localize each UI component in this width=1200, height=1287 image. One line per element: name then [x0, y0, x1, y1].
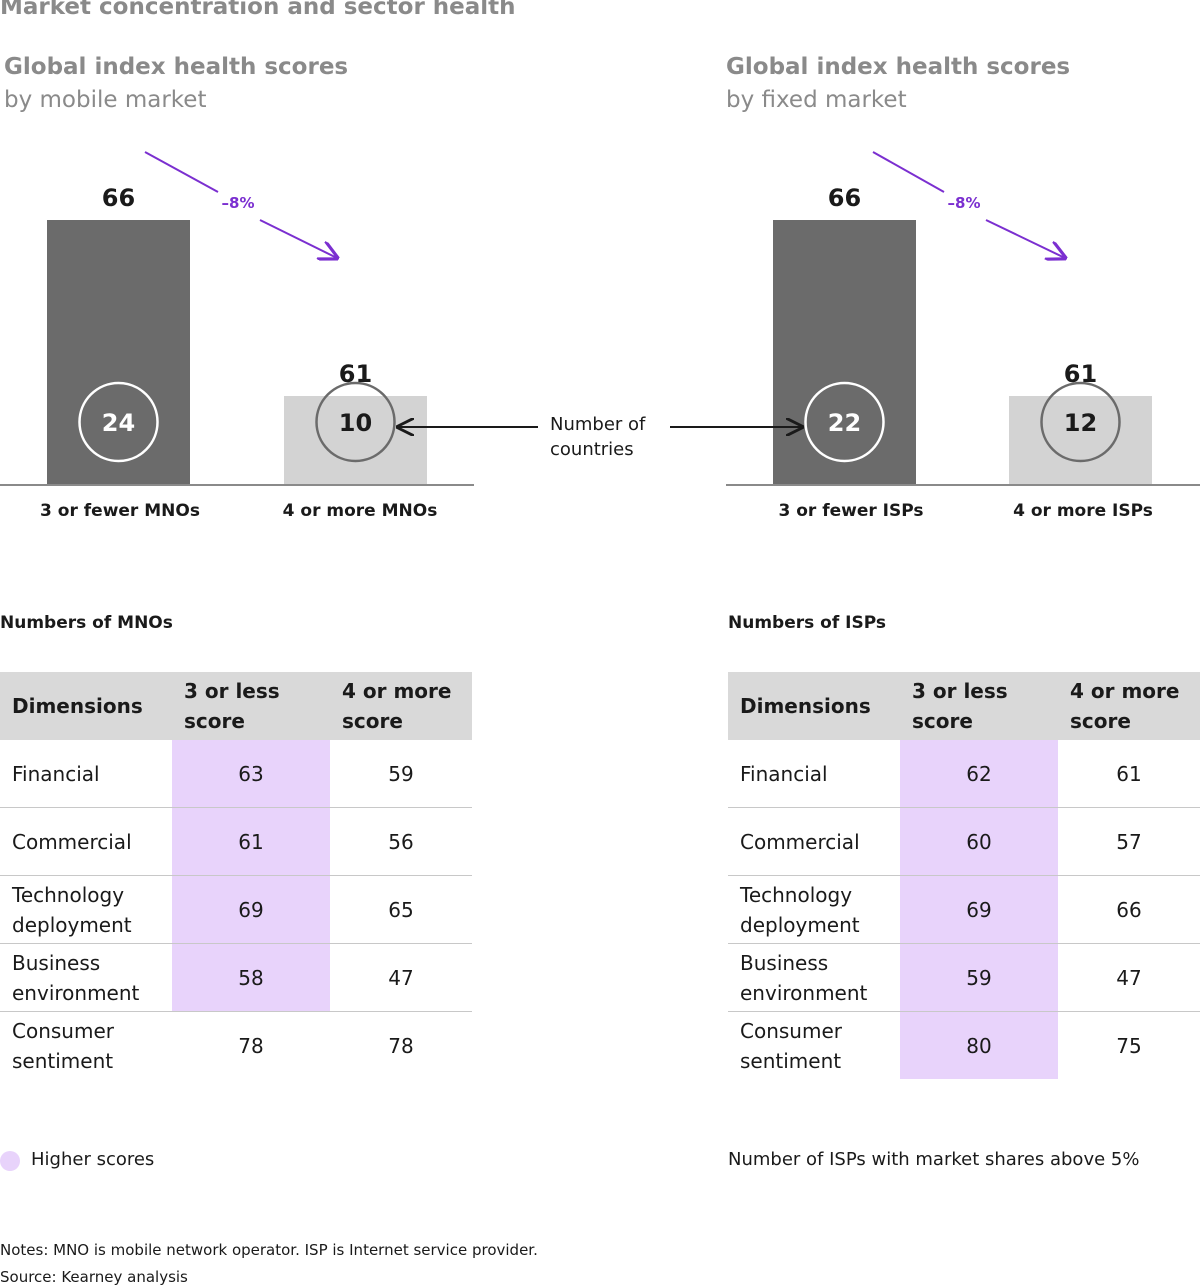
score-4-or-more: 47 [1058, 943, 1200, 1012]
column-header-dimensions: Dimensions [0, 672, 172, 740]
score-4-or-more: 65 [330, 875, 472, 944]
countries-count-label: 22 [828, 409, 861, 437]
column-header-dimensions: Dimensions [728, 672, 900, 740]
table-row: Business environment 58 47 [0, 943, 472, 1012]
dimension-cell: Business environment [728, 943, 900, 1012]
dimension-cell: Consumer sentiment [12, 1018, 114, 1073]
table-row: Business environment 59 47 [728, 943, 1200, 1012]
table-row: Consumer sentiment 80 75 [728, 1011, 1200, 1079]
table-row: Commercial 60 57 [728, 807, 1200, 876]
bar [1009, 396, 1152, 484]
notes: Notes: MNO is mobile network operator. I… [0, 1241, 538, 1259]
score-4-or-more: 56 [330, 807, 472, 876]
score-4-or-more: 66 [1058, 875, 1200, 944]
bar-value-label: 66 [102, 184, 135, 212]
column-header-3-or-less: 3 or less score [172, 672, 330, 740]
mno-table: Dimensions 3 or less score 4 or more sco… [0, 672, 472, 1079]
category-label-fixed-1: 3 or fewer ISPs [778, 501, 924, 521]
legend-swatch [0, 1151, 20, 1171]
isp-section-title: Numbers of ISPs [728, 613, 887, 633]
change-arrow-start [144, 151, 219, 193]
countries-count-label: 10 [339, 409, 372, 437]
countries-circle [78, 381, 159, 463]
dimension-cell: Consumer sentiment [740, 1018, 842, 1073]
dimension-cell: Technology deployment [0, 875, 172, 944]
category-label-fixed-2: 4 or more ISPs [1013, 501, 1153, 521]
score-3-or-less: 63 [172, 740, 330, 808]
table-row: Financial 62 61 [728, 740, 1200, 808]
dimension-cell: Commercial [728, 807, 900, 876]
score-3-or-less: 58 [172, 943, 330, 1012]
change-label: –8% [948, 194, 981, 212]
column-header-4-or-more: 4 or more score [1058, 672, 1200, 740]
score-3-or-less: 69 [172, 875, 330, 944]
score-4-or-more: 59 [330, 740, 472, 808]
dimension-cell: Commercial [0, 807, 172, 876]
change-arrow-end [985, 219, 1065, 258]
fixed-chart-subtitle: by fixed market [726, 87, 907, 113]
bar [47, 220, 190, 484]
countries-label-line1: Number of [550, 414, 646, 435]
table-header-row: Dimensions 3 or less score 4 or more sco… [0, 672, 472, 740]
isp-table: Dimensions 3 or less score 4 or more sco… [728, 672, 1200, 1079]
category-label-mobile-1: 3 or fewer MNOs [40, 501, 200, 521]
countries-count-label: 24 [102, 409, 135, 437]
column-header-4-or-more: 4 or more score [330, 672, 472, 740]
dimension-cell: Technology deployment [728, 875, 900, 944]
countries-circle [315, 381, 396, 463]
score-3-or-less: 80 [900, 1011, 1058, 1079]
mno-section-title: Numbers of MNOs [0, 613, 173, 633]
change-label: –8% [222, 194, 255, 212]
score-4-or-more: 75 [1116, 1033, 1142, 1058]
dimension-cell: Financial [728, 740, 900, 808]
score-4-or-more: 61 [1058, 740, 1200, 808]
countries-circle [804, 381, 885, 463]
change-arrow-end [259, 219, 337, 258]
dimension-cell: Business environment [0, 943, 172, 1012]
table-row: Financial 63 59 [0, 740, 472, 808]
mobile-chart-title: Global index health scores [4, 54, 349, 80]
score-3-or-less: 60 [900, 807, 1058, 876]
page-title: Market concentration and sector health [0, 0, 516, 20]
isp-note: Number of ISPs with market shares above … [728, 1149, 1140, 1170]
score-3-or-less: 61 [172, 807, 330, 876]
table-row: Commercial 61 56 [0, 807, 472, 876]
column-header-3-or-less: 3 or less score [900, 672, 1058, 740]
countries-circle [1040, 381, 1121, 463]
score-4-or-more: 57 [1058, 807, 1200, 876]
score-4-or-more: 47 [330, 943, 472, 1012]
table-header-row: Dimensions 3 or less score 4 or more sco… [728, 672, 1200, 740]
bar-value-label: 66 [828, 184, 861, 212]
mobile-chart-subtitle: by mobile market [4, 87, 207, 113]
score-3-or-less: 62 [900, 740, 1058, 808]
source: Source: Kearney analysis [0, 1268, 188, 1286]
bar [284, 396, 427, 484]
score-3-or-less: 69 [900, 875, 1058, 944]
change-arrow-start [872, 151, 945, 193]
dimension-cell: Financial [0, 740, 172, 808]
score-3-or-less: 78 [238, 1033, 264, 1058]
bar [773, 220, 916, 484]
countries-label-line2: countries [550, 439, 634, 460]
category-label-mobile-2: 4 or more MNOs [282, 501, 438, 521]
legend-label: Higher scores [31, 1149, 155, 1170]
table-row: Technology deployment 69 65 [0, 875, 472, 944]
table-row: Technology deployment 69 66 [728, 875, 1200, 944]
table-row: Consumer sentiment 78 78 [0, 1012, 472, 1080]
score-4-or-more: 78 [388, 1033, 414, 1058]
score-3-or-less: 59 [900, 943, 1058, 1012]
fixed-chart-title: Global index health scores [726, 54, 1071, 80]
countries-count-label: 12 [1064, 409, 1097, 437]
